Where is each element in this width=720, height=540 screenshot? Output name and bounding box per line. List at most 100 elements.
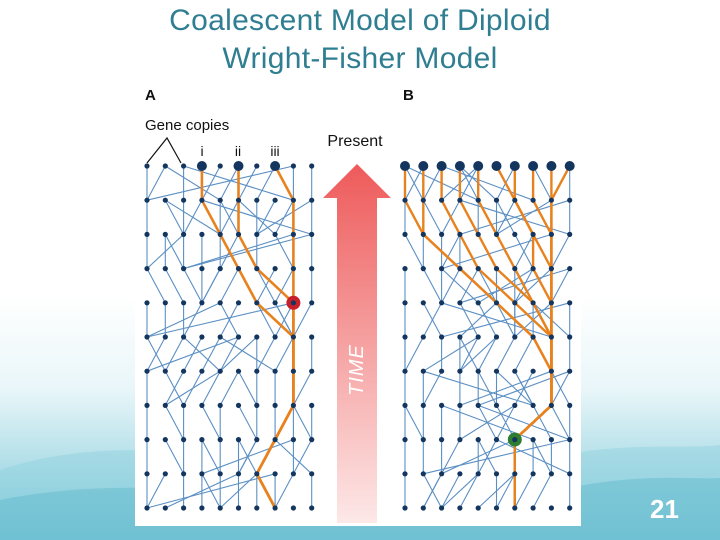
- panel-a-lineage-edge: [164, 199, 185, 235]
- panel-a-individual-node: [272, 334, 278, 340]
- panel-a-individual-node: [181, 163, 187, 169]
- panel-b-individual-node: [420, 334, 426, 340]
- panel-a-individual-node: [181, 471, 187, 477]
- panel-b-individual-node: [402, 300, 408, 306]
- panel-b-individual-node: [420, 402, 426, 408]
- panel-b-individual-node: [420, 505, 426, 511]
- panel-b-lineage-edge: [422, 336, 479, 372]
- time-arrow: [323, 164, 391, 523]
- panel-a-individual-node: [272, 231, 278, 237]
- panel-a-lineage-edge: [219, 165, 240, 201]
- panel-a-ancestral-edge: [218, 233, 240, 270]
- panel-b-ancestral-path: [400, 161, 575, 510]
- panel-a-lineage-edge: [164, 473, 240, 509]
- panel-b-ancestral-edge: [440, 198, 462, 236]
- slide-title: Coalescent Model of Diploid Wright-Fishe…: [0, 2, 720, 78]
- panel-a-individual-node: [162, 334, 168, 340]
- panel-a-individual-node: [272, 266, 278, 272]
- panel-b-lineage-edge: [495, 199, 516, 235]
- panel-b-lineage-edge: [477, 336, 498, 372]
- panel-b-individual-node: [512, 334, 518, 340]
- panel-a-lineage-edge: [183, 302, 203, 338]
- panel-a-individual-node: [162, 437, 168, 443]
- panel-b-individual-node: [512, 300, 518, 306]
- panel-a-lineage-edge: [201, 268, 221, 304]
- panel-a-ancestral-edge: [255, 301, 295, 339]
- panel-a-individual-node: [254, 231, 260, 237]
- panel-a-lineage-edge: [146, 165, 294, 201]
- panel-a-individual-node: [181, 266, 187, 272]
- panel-a-individual-node: [254, 437, 260, 443]
- panel-a-individual-node: [309, 266, 315, 272]
- panel-a-individual-node: [199, 437, 205, 443]
- panel-a-label: A: [145, 87, 156, 104]
- panel-a-lineage-edge: [201, 165, 221, 201]
- panel-b-individual-node: [548, 231, 554, 237]
- panel-b-individual-node: [402, 231, 408, 237]
- panel-b-individual-node: [475, 163, 481, 169]
- panel-a-lineage-edge: [146, 336, 166, 372]
- panel-a-lineage-edge: [274, 268, 294, 304]
- panel-b-lineage-edge: [441, 268, 479, 304]
- panel-a-individual-node: [272, 437, 278, 443]
- panel-b-individual-node: [567, 300, 573, 306]
- panel-a-individual-node: [181, 300, 187, 306]
- panel-a-individual-node: [181, 402, 187, 408]
- panel-b-individual-node: [457, 266, 463, 272]
- panel-b-individual-node: [493, 266, 500, 272]
- panel-a-ancestral-path: [196, 161, 301, 510]
- panel-a-individual-node: [235, 505, 242, 511]
- panel-a-ancestral-edge: [255, 472, 277, 510]
- panel-a-individual-node: [199, 471, 205, 477]
- panel-a-individual-node: [290, 197, 296, 203]
- panel-a-individual-node: [290, 231, 296, 237]
- panel-a-lineage-edge: [219, 473, 258, 509]
- panel-a-individual-node: [144, 505, 150, 511]
- panel-b-lineage-edge: [550, 370, 571, 406]
- panel-a-ancestral-edge: [255, 438, 277, 476]
- panel-a-lineage-edge: [219, 199, 240, 235]
- panel-b-lineage-edge: [441, 268, 461, 304]
- panel-b-individual-node: [530, 437, 536, 443]
- panel-a-lineage-edge: [164, 439, 185, 475]
- panel-b-lineage-edge: [422, 165, 443, 201]
- panel-b-individual-node: [567, 402, 573, 408]
- panel-a-lineage-edge: [237, 370, 258, 406]
- panel-b-individual-node: [457, 402, 463, 408]
- panel-b-individual-node: [567, 231, 573, 237]
- panel-b-individual-node: [457, 163, 463, 169]
- panel-b-lineage-edge: [477, 268, 534, 304]
- panel-b-lineage-edge: [404, 336, 424, 372]
- panel-a-lineage-edge: [256, 336, 276, 372]
- panel-a-individual-node: [254, 505, 260, 511]
- panel-b-individual-node: [548, 505, 554, 511]
- panel-a-lineage-edge: [219, 336, 258, 372]
- panel-b-individual-node: [420, 266, 426, 272]
- slide-number: 21: [650, 494, 679, 524]
- panel-a-lineage-edge: [219, 336, 240, 372]
- panel-a-individual-node: [217, 300, 223, 306]
- panel-a-individual-node: [254, 368, 260, 374]
- panel-a-individual-node: [217, 334, 223, 340]
- panel-b-individual-node: [530, 471, 536, 477]
- panel-b-lineage-edge: [459, 404, 516, 441]
- panel-b-individual-node: [493, 402, 500, 408]
- panel-b-individual-node: [475, 368, 481, 374]
- panel-b-individual-node: [512, 163, 518, 169]
- panel-b-individual-node: [420, 197, 426, 203]
- panel-b-nodes: [402, 163, 573, 511]
- panel-a-individual-node: [272, 368, 278, 374]
- panel-b-lineage-edge: [550, 233, 571, 270]
- panel-b-individual-node: [402, 402, 408, 408]
- panel-b-individual-node: [512, 471, 518, 477]
- panel-b-lineage-edge: [459, 268, 479, 304]
- panel-a-individual-node: [162, 402, 168, 408]
- panel-a-individual-node: [272, 163, 278, 169]
- panel-a-individual-node: [254, 197, 260, 203]
- panel-b-lineage-edge: [441, 473, 461, 509]
- panel-a-individual-node: [254, 300, 260, 306]
- panel-b-lineage-edge: [532, 473, 552, 509]
- panel-a-individual-node: [272, 471, 278, 477]
- panel-b-ancestral-edge: [513, 267, 535, 305]
- panel-a-individual-node: [254, 471, 260, 477]
